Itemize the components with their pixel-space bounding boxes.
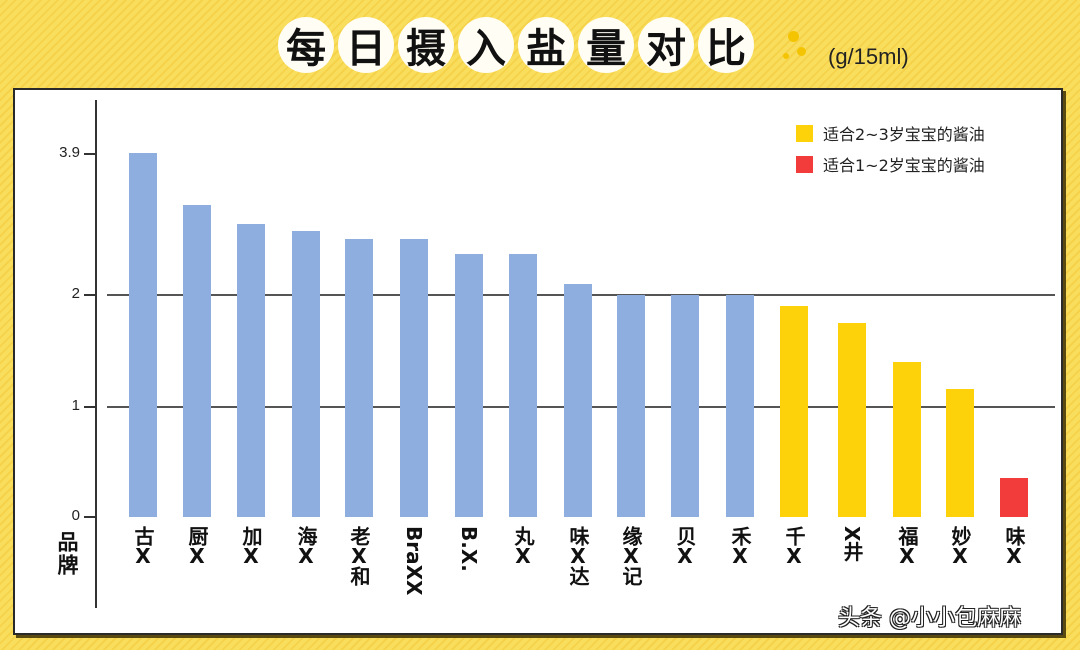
x-axis-title: 品牌	[55, 531, 79, 577]
x-tick-label: 厨X	[185, 526, 209, 566]
bar	[780, 306, 808, 517]
x-tick-label: 味X	[1002, 526, 1026, 566]
watermark: 头条 @小小包麻麻	[838, 606, 1021, 631]
bar	[946, 389, 974, 517]
bar	[893, 361, 921, 517]
bar	[400, 238, 428, 517]
title-char: 盐	[518, 17, 574, 73]
y-axis	[95, 100, 97, 608]
x-tick-label: BraXX	[402, 526, 426, 596]
x-tick-label: 老X和	[347, 526, 371, 584]
bar	[129, 153, 157, 517]
bar	[564, 283, 592, 517]
x-tick-label: 福X	[895, 526, 919, 566]
title-char: 日	[338, 17, 394, 73]
chart-title: 每 日 摄 入 盐 量 对 比	[278, 12, 758, 78]
legend-label: 适合2~3岁宝宝的酱油	[823, 125, 985, 144]
legend-item: 适合2~3岁宝宝的酱油	[796, 118, 985, 148]
bar	[838, 322, 866, 517]
y-tick	[84, 516, 95, 518]
x-tick-label: 缘X记	[619, 526, 643, 584]
title-char: 入	[458, 17, 514, 73]
unit-label: (g/15ml)	[828, 44, 909, 69]
x-tick-label: 禾X	[728, 526, 752, 566]
y-tick-label: 3.9	[59, 144, 80, 161]
title-char: 每	[278, 17, 334, 73]
title-char: 摄	[398, 17, 454, 73]
legend-swatch-yellow	[796, 124, 813, 142]
x-tick-label: 贝X	[673, 526, 697, 566]
title-char: 比	[698, 17, 754, 73]
x-tick-label: 妙X	[948, 526, 972, 566]
x-tick-label: 丸X	[511, 526, 535, 566]
x-tick-label: 加X	[239, 526, 263, 566]
y-tick-label: 2	[71, 285, 80, 302]
title-char: 量	[578, 17, 634, 73]
y-tick	[84, 294, 95, 296]
x-tick-label: 古X	[131, 526, 155, 566]
bar	[345, 238, 373, 517]
bar	[292, 231, 320, 517]
bar	[617, 295, 645, 517]
bar	[455, 253, 483, 517]
bar	[1000, 478, 1028, 517]
bar	[509, 253, 537, 517]
x-tick-label: 千X	[782, 526, 806, 566]
y-tick-label: 1	[71, 397, 80, 414]
x-tick-label: 海X	[294, 526, 318, 566]
legend-swatch-red	[796, 155, 813, 173]
x-tick-label: 味X达	[566, 526, 590, 584]
x-tick-label: B.X.	[457, 526, 481, 572]
x-tick-label: X井	[840, 526, 864, 562]
legend: 适合2~3岁宝宝的酱油 适合1~2岁宝宝的酱油	[796, 118, 985, 180]
bar	[671, 295, 699, 517]
legend-item: 适合1~2岁宝宝的酱油	[796, 149, 985, 179]
bar	[237, 224, 265, 517]
y-tick	[84, 406, 95, 408]
y-tick	[84, 153, 95, 155]
bar	[726, 295, 754, 517]
bar	[183, 205, 211, 517]
legend-label: 适合1~2岁宝宝的酱油	[823, 156, 985, 175]
title-char: 对	[638, 17, 694, 73]
y-tick-label: 0	[71, 507, 80, 524]
